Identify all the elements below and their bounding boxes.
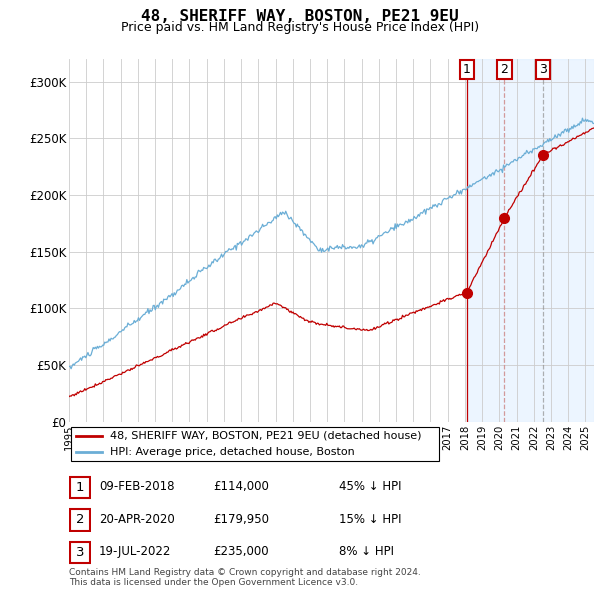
Text: 2: 2 [76, 513, 84, 526]
Text: 8% ↓ HPI: 8% ↓ HPI [339, 545, 394, 558]
Text: 48, SHERIFF WAY, BOSTON, PE21 9EU: 48, SHERIFF WAY, BOSTON, PE21 9EU [141, 9, 459, 24]
Text: 1: 1 [463, 63, 471, 76]
Text: 3: 3 [539, 63, 547, 76]
Text: 45% ↓ HPI: 45% ↓ HPI [339, 480, 401, 493]
Text: 48, SHERIFF WAY, BOSTON, PE21 9EU (detached house): 48, SHERIFF WAY, BOSTON, PE21 9EU (detac… [110, 431, 421, 441]
Text: £179,950: £179,950 [213, 513, 269, 526]
FancyBboxPatch shape [71, 427, 439, 461]
Text: 2: 2 [500, 63, 508, 76]
FancyBboxPatch shape [70, 509, 89, 531]
Text: HPI: Average price, detached house, Boston: HPI: Average price, detached house, Bost… [110, 447, 355, 457]
Text: £114,000: £114,000 [213, 480, 269, 493]
Text: £235,000: £235,000 [213, 545, 269, 558]
Text: 15% ↓ HPI: 15% ↓ HPI [339, 513, 401, 526]
Text: Contains HM Land Registry data © Crown copyright and database right 2024.
This d: Contains HM Land Registry data © Crown c… [69, 568, 421, 587]
Text: Price paid vs. HM Land Registry's House Price Index (HPI): Price paid vs. HM Land Registry's House … [121, 21, 479, 34]
Text: 09-FEB-2018: 09-FEB-2018 [99, 480, 175, 493]
Text: 19-JUL-2022: 19-JUL-2022 [99, 545, 172, 558]
Bar [467, 59, 594, 422]
FancyBboxPatch shape [70, 477, 89, 499]
Text: 3: 3 [76, 546, 84, 559]
Text: 1: 1 [76, 481, 84, 494]
FancyBboxPatch shape [70, 542, 89, 563]
Text: 20-APR-2020: 20-APR-2020 [99, 513, 175, 526]
